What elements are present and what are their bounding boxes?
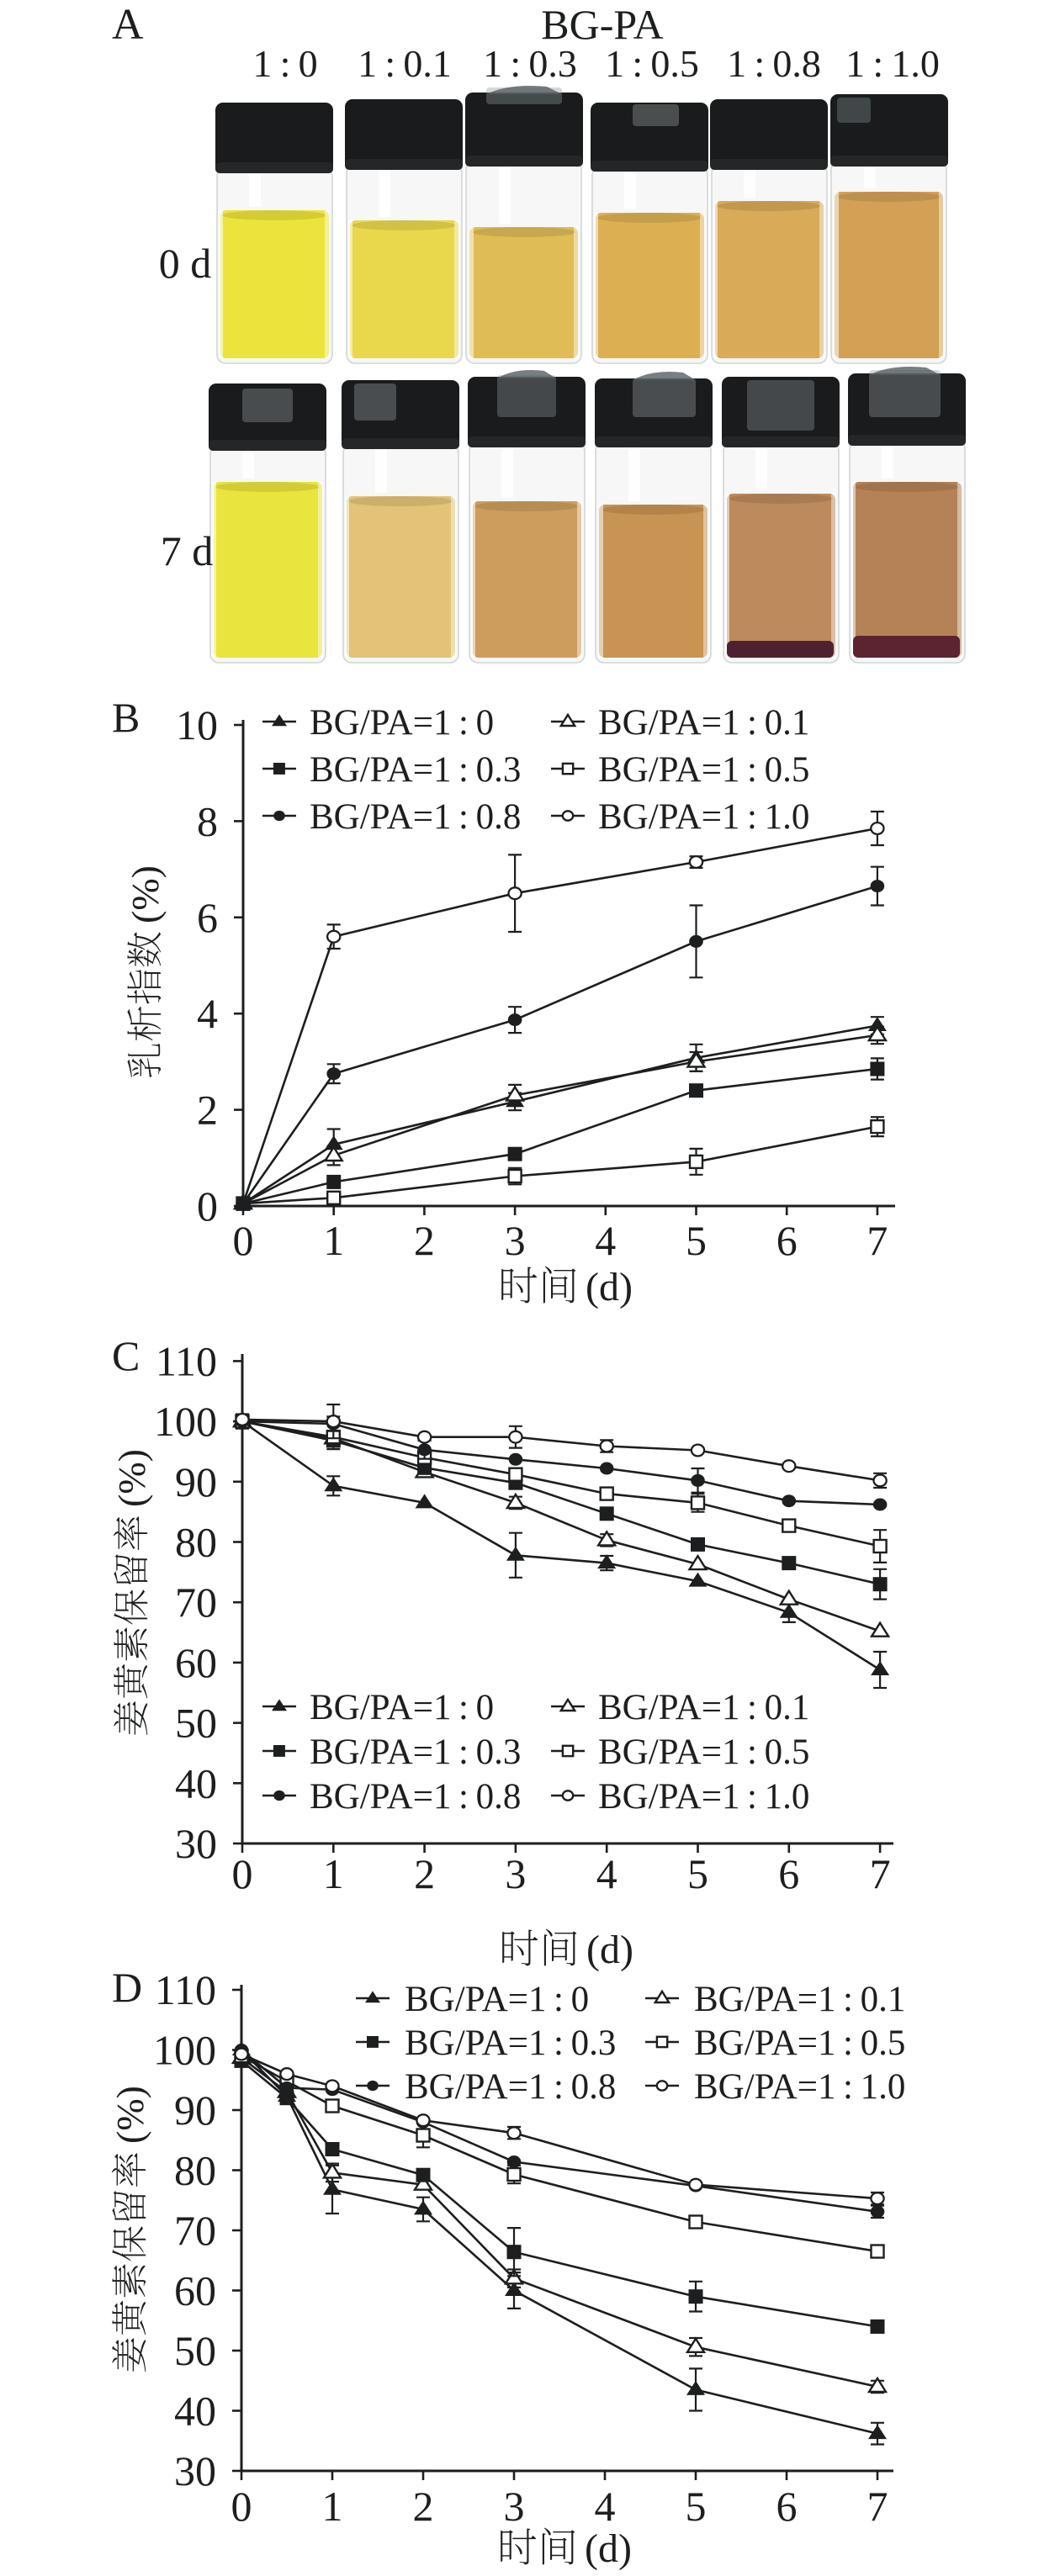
svg-text:BG/PA=1 : 0: BG/PA=1 : 0 (310, 703, 494, 743)
svg-text:50: 50 (175, 1700, 217, 1747)
svg-text:0: 0 (233, 1217, 254, 1264)
svg-text:BG/PA=1 : 1.0: BG/PA=1 : 1.0 (694, 2067, 905, 2107)
svg-text:50: 50 (174, 2327, 216, 2374)
svg-text:1: 1 (322, 2483, 343, 2530)
svg-text:1 : 0.1: 1 : 0.1 (358, 42, 452, 85)
svg-text:90: 90 (175, 1458, 217, 1505)
svg-text:1 : 0.5: 1 : 0.5 (605, 42, 699, 85)
svg-text:6: 6 (197, 894, 218, 941)
svg-text:8: 8 (197, 797, 218, 844)
svg-text:30: 30 (174, 2447, 216, 2494)
svg-text:(d): (d) (586, 1265, 633, 1309)
svg-text:BG/PA=1 : 0.8: BG/PA=1 : 0.8 (310, 797, 521, 837)
svg-text:2: 2 (413, 2483, 434, 2530)
svg-text:BG/PA=1 : 0.3: BG/PA=1 : 0.3 (310, 1732, 521, 1772)
svg-text:(d): (d) (586, 1928, 633, 1972)
svg-text:1 : 0.8: 1 : 0.8 (727, 42, 821, 85)
svg-text:(d): (d) (585, 2526, 632, 2571)
svg-text:4: 4 (197, 990, 218, 1037)
svg-text:BG/PA=1 : 0.8: BG/PA=1 : 0.8 (310, 1777, 521, 1817)
svg-text:4: 4 (596, 1850, 617, 1897)
svg-text:BG/PA=1 : 0: BG/PA=1 : 0 (310, 1688, 494, 1727)
svg-text:(%): (%) (124, 865, 167, 923)
svg-text:110: 110 (155, 1966, 216, 2013)
svg-text:BG/PA=1 : 0.8: BG/PA=1 : 0.8 (405, 2067, 616, 2107)
svg-text:6: 6 (776, 1217, 798, 1264)
svg-text:1 : 1.0: 1 : 1.0 (845, 42, 940, 85)
svg-text:3: 3 (504, 2483, 525, 2530)
svg-text:BG/PA=1 : 0.5: BG/PA=1 : 0.5 (598, 750, 809, 790)
svg-text:3: 3 (505, 1850, 526, 1897)
svg-text:40: 40 (175, 1759, 217, 1806)
svg-text:D: D (112, 1964, 142, 2011)
svg-text:BG/PA=1 : 0.1: BG/PA=1 : 0.1 (598, 1688, 809, 1727)
svg-text:0: 0 (197, 1182, 218, 1230)
svg-text:10: 10 (176, 701, 218, 748)
svg-text:7: 7 (870, 1850, 891, 1897)
svg-text:BG/PA=1 : 0.1: BG/PA=1 : 0.1 (598, 703, 809, 743)
svg-text:BG/PA=1 : 0.5: BG/PA=1 : 0.5 (598, 1732, 809, 1772)
svg-text:90: 90 (174, 2087, 216, 2134)
svg-text:5: 5 (687, 1850, 708, 1897)
svg-text:80: 80 (175, 1519, 217, 1566)
svg-text:BG/PA=1 : 0: BG/PA=1 : 0 (405, 1980, 589, 2019)
svg-text:6: 6 (776, 2483, 798, 2530)
svg-text:70: 70 (175, 1579, 217, 1626)
svg-text:7: 7 (867, 1217, 888, 1264)
svg-text:60: 60 (174, 2267, 216, 2314)
svg-text:70: 70 (174, 2207, 216, 2254)
svg-text:60: 60 (175, 1639, 217, 1686)
svg-text:BG/PA=1 : 0.1: BG/PA=1 : 0.1 (694, 1980, 905, 2019)
svg-text:(%): (%) (109, 2086, 151, 2144)
svg-text:1 : 0: 1 : 0 (252, 42, 317, 85)
svg-text:1: 1 (323, 1850, 344, 1897)
svg-text:30: 30 (175, 1820, 217, 1867)
svg-text:5: 5 (686, 1217, 707, 1264)
svg-text:100: 100 (154, 1398, 217, 1445)
svg-text:2: 2 (197, 1087, 218, 1134)
svg-text:BG/PA=1 : 1.0: BG/PA=1 : 1.0 (598, 1777, 809, 1817)
svg-text:BG/PA=1 : 1.0: BG/PA=1 : 1.0 (598, 797, 809, 837)
svg-text:2: 2 (414, 1217, 435, 1264)
svg-text:BG-PA: BG-PA (541, 1, 663, 48)
svg-text:(%): (%) (110, 1449, 153, 1507)
svg-text:A: A (112, 1, 144, 49)
svg-text:7 d: 7 d (161, 527, 214, 574)
svg-text:0: 0 (231, 2483, 252, 2530)
svg-text:40: 40 (174, 2388, 216, 2435)
svg-text:C: C (112, 1332, 140, 1379)
svg-text:0 d: 0 d (159, 240, 212, 287)
svg-text:1: 1 (323, 1217, 344, 1264)
svg-text:BG/PA=1 : 0.3: BG/PA=1 : 0.3 (405, 2023, 616, 2063)
svg-text:4: 4 (595, 1217, 616, 1264)
svg-text:B: B (112, 694, 140, 741)
svg-text:4: 4 (595, 2483, 616, 2530)
svg-text:1 : 0.3: 1 : 0.3 (483, 42, 577, 85)
svg-text:80: 80 (174, 2147, 216, 2194)
svg-text:6: 6 (778, 1850, 799, 1897)
svg-text:BG/PA=1 : 0.3: BG/PA=1 : 0.3 (310, 750, 521, 790)
svg-text:100: 100 (153, 2027, 216, 2074)
svg-text:7: 7 (867, 2483, 888, 2530)
svg-text:BG/PA=1 : 0.5: BG/PA=1 : 0.5 (694, 2023, 905, 2063)
svg-text:2: 2 (414, 1850, 435, 1897)
svg-text:3: 3 (505, 1217, 526, 1264)
svg-text:5: 5 (686, 2483, 707, 2530)
svg-text:0: 0 (232, 1850, 253, 1897)
svg-text:110: 110 (156, 1337, 217, 1384)
